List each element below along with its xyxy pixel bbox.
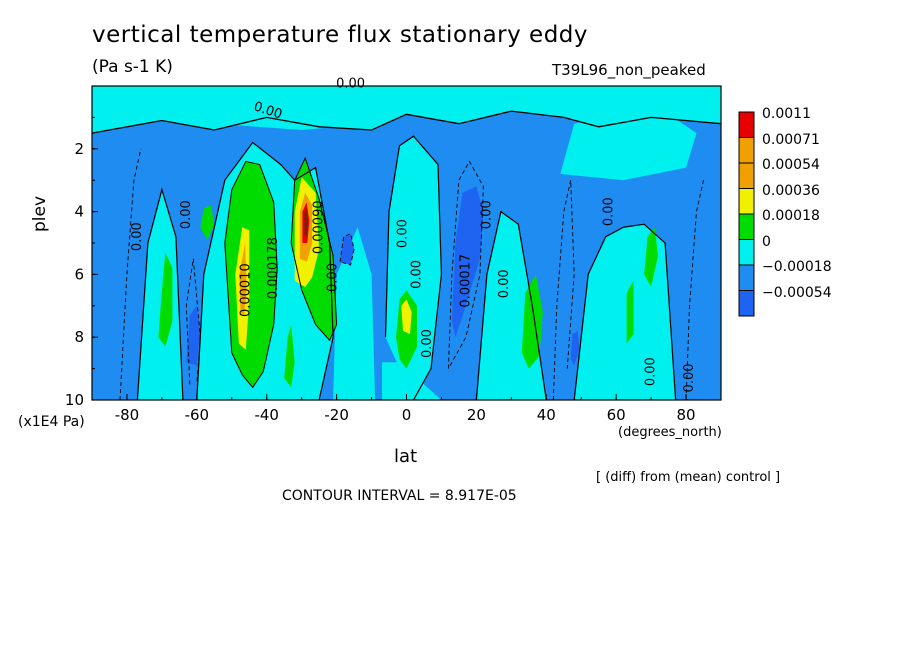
dashed-contour-3 [447,160,484,369]
zero-contour-top [92,110,721,134]
contour-label: 0.00 [395,219,410,248]
dashed-contour-5 [685,180,704,400]
cyan-region-top2 [196,98,372,130]
contour-label: 0.00017 [458,254,473,308]
y-tick-label: 4 [74,203,84,221]
y-tick-label: 2 [74,140,84,158]
x-tick-label: -80 [115,406,140,424]
colorbar-label: 0.00036 [762,182,820,199]
contour-plume-2 [196,141,334,400]
neg-patch-4 [570,330,580,366]
units-label: (Pa s-1 K) [92,57,173,77]
cyan-plume-1 [137,189,183,400]
colorbar-label: 0.00018 [762,208,820,224]
green-blob-3 [224,161,278,388]
colorbar-label: −0.00054 [762,284,832,301]
green-blob-9 [284,324,295,388]
green-blob-8 [644,227,659,287]
x-axis: -80 -60 -40 -20 0 20 40 60 80 [91,394,722,424]
contour-interval: CONTOUR INTERVAL = 8.917E-05 [282,488,517,504]
x-tick-label: -40 [254,406,279,424]
colorbar-label: 0 [762,233,771,250]
contour-label: 0.000178 [266,237,281,299]
y-tick-label: 8 [74,328,84,346]
plot-area [92,86,721,400]
cyan-plume-3 [333,227,376,400]
colorbar-label: 0.00071 [762,131,820,148]
neg-patch-1 [186,305,201,366]
run-name: T39L96_non_peaked [552,61,706,79]
contour-plume-1 [136,187,184,400]
orange-core-1 [239,243,247,316]
colorbar-swatch [738,111,755,138]
chart-title: vertical temperature flux stationary edd… [92,22,589,48]
colorbar [738,111,755,317]
colorbar-swatch [738,239,755,266]
green-blob-7 [626,280,634,344]
contour-label: 0.00 [497,269,512,298]
dashed-contour-2 [185,258,201,385]
colorbar-swatch [738,137,755,164]
contour-label: 0.00 [410,260,425,289]
contour-labels: 0.000.000.000.000.00010 0.0001780.000900.… [130,77,697,393]
x-tick-label: 80 [677,406,696,424]
colorbar-label: 0.00054 [762,157,820,173]
contour-label: 0.00010 [238,263,253,317]
contour-label: 0.00 [479,200,494,229]
neg-patch-3 [451,186,484,338]
y-axis-unit: (x1E4 Pa) [18,414,85,430]
x-tick-label: 60 [607,406,626,424]
colorbar-swatch [738,162,755,189]
dashed-contour-6 [339,232,355,266]
colorbar-swatch [738,264,755,291]
green-blob-1 [158,252,173,347]
dark-core [304,208,308,237]
contour-label: 0.00 [130,222,145,251]
y-axis-label: plev [30,195,50,232]
contour-green-4 [290,156,338,342]
contour-label: 0.00 [644,357,659,386]
y-axis: 2 4 6 8 10 [65,116,98,409]
contour-label: 0.00090 [312,200,327,254]
comparison-note: [ (diff) from (mean) control ] [596,470,781,485]
colorbar-label: −0.00018 [762,259,832,275]
contour-label: 0.00 [682,363,697,392]
green-blob-2 [200,205,215,240]
contour-plume-5 [475,210,547,400]
colorbar-swatch [738,290,755,317]
y-tick-label: 10 [65,391,84,409]
contour-label: 0.00 [326,263,341,292]
cyan-plume-7 [560,114,697,181]
contour-plume-4 [384,135,443,400]
contour-label: 0.00 [179,200,194,229]
cyan-plume-8 [382,362,442,400]
x-tick-label: 0 [402,406,412,424]
contour-label: 0.00 [602,197,617,226]
colorbar-label: 0.0011 [762,106,811,122]
yellow-core-3 [401,299,412,335]
colorbar-swatch [738,188,755,215]
contour-label: 0.00 [336,77,365,92]
colorbar-swatch [738,213,755,240]
y-tick-label: 6 [74,265,84,283]
dashed-contour-4 [552,180,575,400]
x-tick-label: 20 [467,406,486,424]
x-axis-unit: (degrees_north) [618,425,722,440]
x-tick-label: -60 [185,406,210,424]
contour-plume-6 [573,223,677,400]
x-tick-label: -20 [324,406,349,424]
x-axis-label: lat [394,446,418,467]
neg-patch-2 [340,233,355,265]
contour-label: 0.00 [420,329,435,358]
x-tick-label: 40 [537,406,556,424]
contour-green-3 [224,160,278,389]
